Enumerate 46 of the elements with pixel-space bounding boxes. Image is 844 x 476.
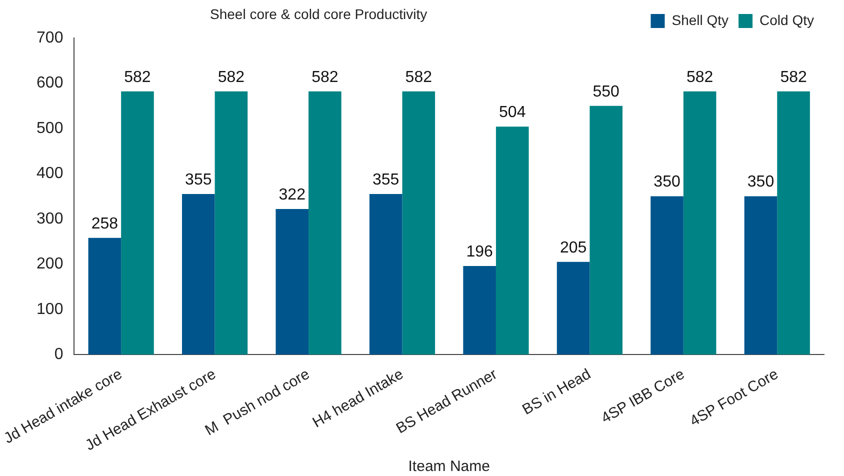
data-label: 258 — [91, 215, 118, 232]
y-tick-label: 100 — [36, 300, 64, 318]
data-label: 582 — [124, 68, 151, 86]
data-label: 355 — [372, 171, 400, 188]
bar — [496, 126, 529, 355]
data-label: 582 — [686, 68, 714, 86]
bar — [683, 91, 716, 355]
bar — [650, 196, 684, 355]
bar — [276, 208, 309, 355]
x-tick-label: 4SP IBB Core — [598, 366, 688, 428]
x-tick-label: 4SP Foot Core — [687, 366, 782, 430]
bar — [463, 266, 496, 355]
data-label: 350 — [654, 174, 680, 191]
bar — [744, 196, 778, 355]
data-label: 355 — [185, 171, 212, 188]
data-label: 322 — [278, 186, 306, 204]
bar — [402, 91, 436, 355]
y-tick-label: 600 — [36, 74, 64, 92]
bar — [214, 91, 248, 355]
data-label: 582 — [218, 68, 245, 86]
bar — [556, 262, 590, 355]
y-tick-label: 300 — [36, 210, 64, 228]
legend-label: Cold Qty — [760, 12, 814, 28]
bar — [182, 194, 215, 355]
data-label: 582 — [312, 68, 338, 86]
bar — [121, 91, 154, 355]
bar — [88, 238, 122, 355]
data-label: 582 — [780, 68, 807, 86]
y-tick-label: 0 — [54, 346, 64, 364]
bar — [308, 91, 342, 355]
bar — [369, 194, 402, 355]
y-tick-label: 500 — [36, 120, 64, 137]
y-tick-label: 700 — [36, 29, 64, 46]
data-label: 550 — [592, 83, 620, 100]
legend-label: Shell Qty — [672, 12, 729, 28]
y-tick-label: 200 — [36, 256, 64, 273]
data-label: 196 — [466, 243, 494, 260]
x-axis-title: Iteam Name — [408, 458, 490, 476]
y-tick-label: 400 — [36, 165, 64, 182]
chart-title: Sheel core & cold core Productivity — [210, 6, 428, 22]
data-label: 350 — [747, 174, 774, 191]
bar — [777, 91, 810, 355]
data-label: 504 — [499, 104, 526, 122]
bar — [590, 106, 622, 355]
data-label: 205 — [560, 239, 587, 256]
data-label: 582 — [405, 68, 432, 86]
